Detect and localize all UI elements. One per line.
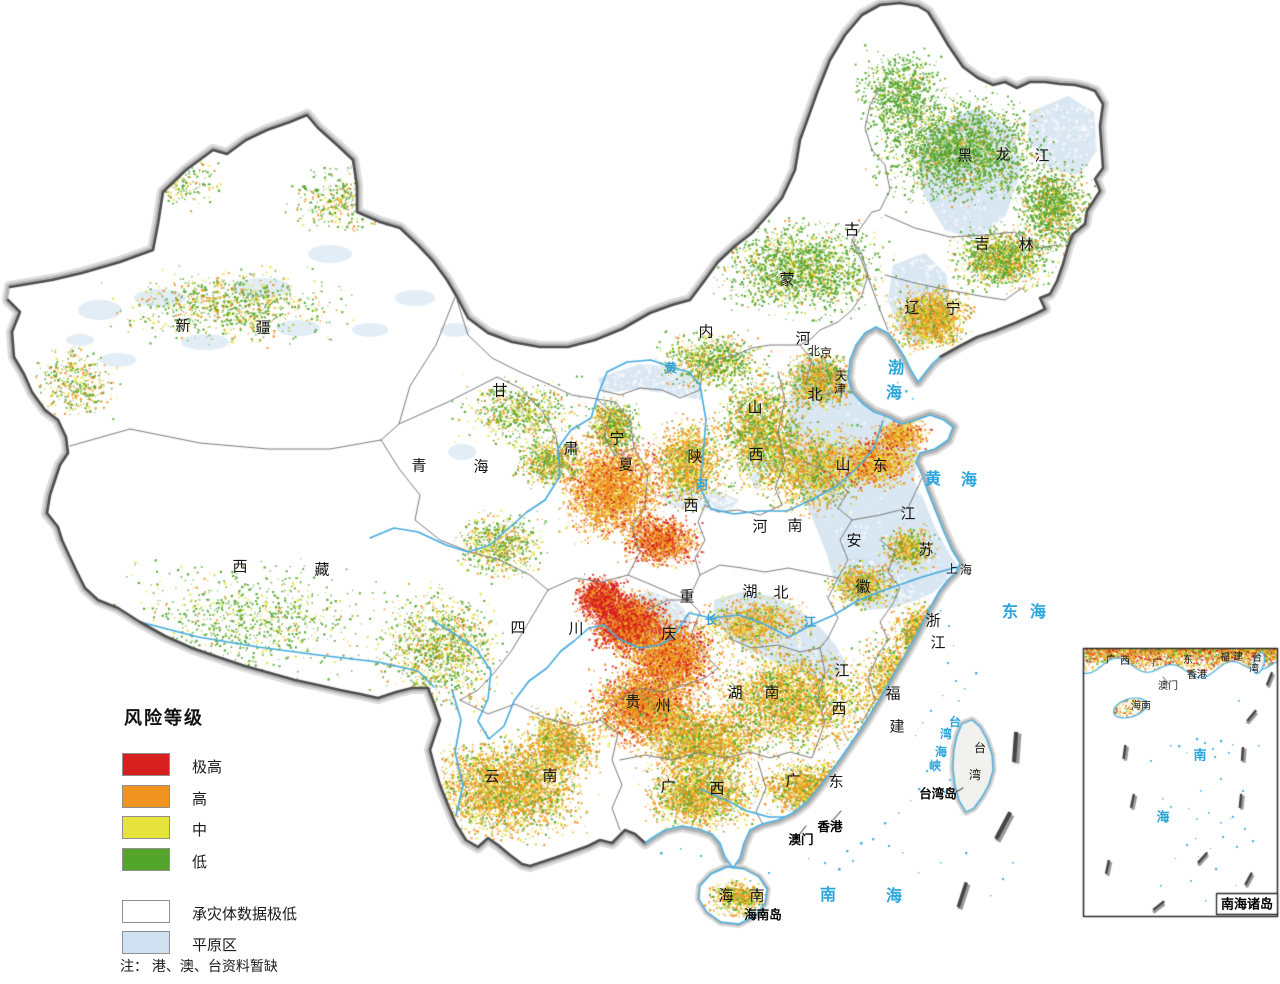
legend-swatch-no_data bbox=[122, 900, 170, 923]
legend-label: 平原区 bbox=[192, 936, 238, 954]
legend-swatch-extreme bbox=[122, 753, 170, 776]
legend-label: 低 bbox=[192, 853, 208, 871]
legend-swatch-plain bbox=[122, 930, 170, 954]
legend-swatch-low bbox=[122, 847, 170, 871]
legend-swatch-high bbox=[122, 784, 170, 808]
legend-swatch-medium bbox=[122, 816, 170, 839]
legend-label: 极高 bbox=[192, 759, 223, 776]
legend: 风险等级 极高高中低承灾体数据极低 平原区 注： 港、澳、台资料暂缺 bbox=[118, 700, 368, 984]
legend-title: 风险等级 bbox=[124, 708, 204, 728]
legend-label: 高 bbox=[192, 790, 208, 808]
legend-label: 中 bbox=[192, 822, 208, 839]
legend-note: 注： 港、澳、台资料暂缺 bbox=[120, 958, 278, 974]
legend-label: 承灾体数据极低 bbox=[192, 906, 298, 923]
